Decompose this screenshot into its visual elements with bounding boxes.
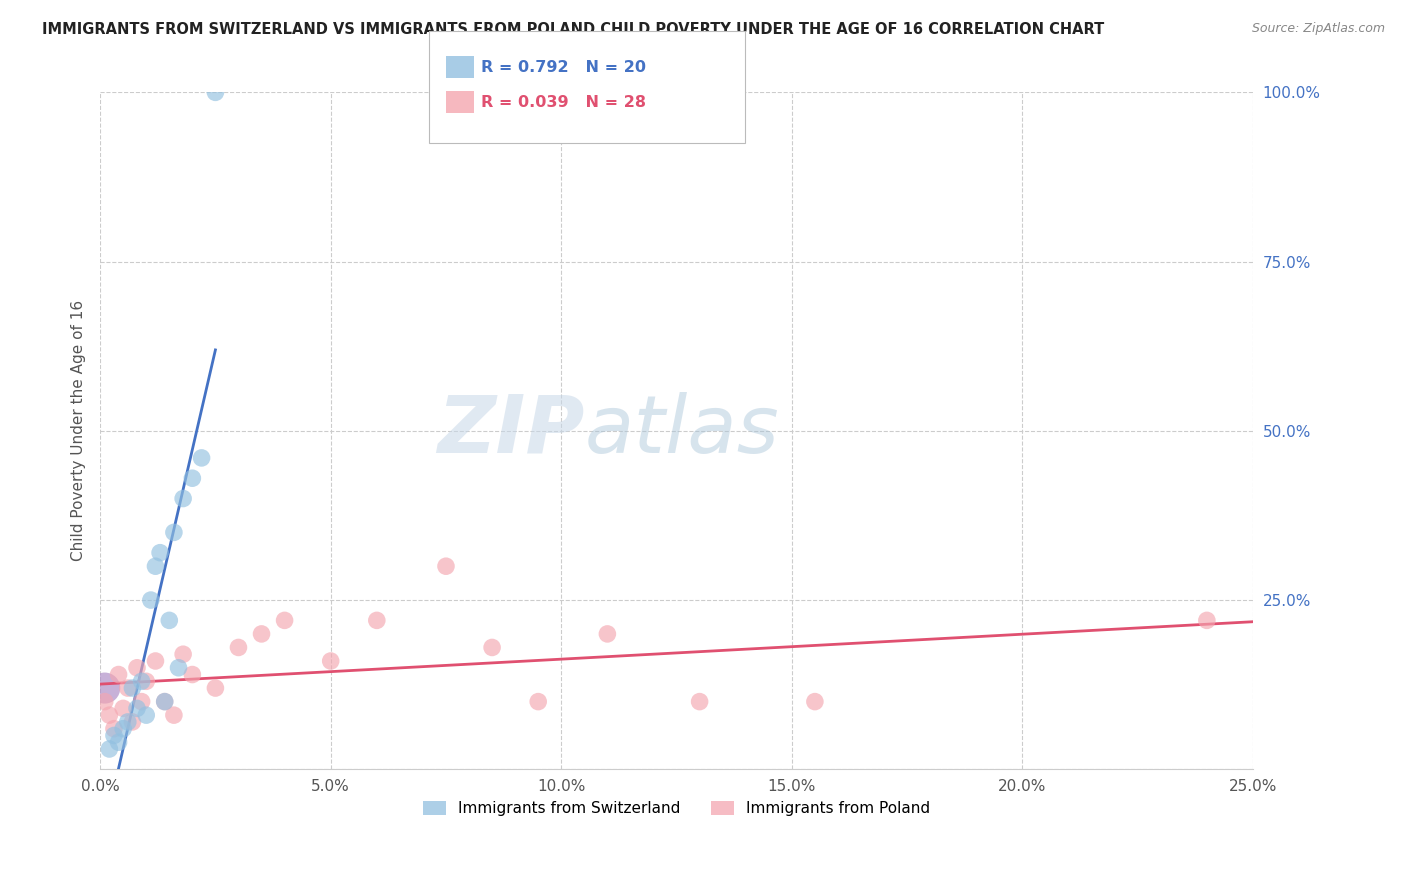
Point [131,674,153,689]
Point [112,722,135,736]
Point [125,701,148,715]
Point [157,613,180,627]
Point [163,525,186,540]
Point [204,86,226,100]
Point [190,450,212,465]
Point [1195,613,1218,627]
Point [121,714,143,729]
Point [107,667,129,681]
Point [434,559,457,574]
Point [93,681,115,695]
Point [319,654,342,668]
Point [135,708,157,723]
Text: ZIP: ZIP [437,392,585,470]
Point [527,695,550,709]
Text: R = 0.039   N = 28: R = 0.039 N = 28 [481,95,645,110]
Text: atlas: atlas [585,392,779,470]
Text: R = 0.792   N = 20: R = 0.792 N = 20 [481,61,645,75]
Point [103,729,125,743]
Point [273,613,295,627]
Point [135,674,157,689]
Point [145,559,167,574]
Text: Source: ZipAtlas.com: Source: ZipAtlas.com [1251,22,1385,36]
Point [163,708,186,723]
Point [153,695,176,709]
Point [228,640,250,655]
Point [107,735,129,749]
Point [153,695,176,709]
Point [117,714,139,729]
Point [481,640,503,655]
Point [804,695,827,709]
Point [366,613,388,627]
Point [145,654,167,668]
Point [250,627,273,641]
Point [98,742,121,756]
Point [125,661,148,675]
Point [103,722,125,736]
Point [596,627,619,641]
Point [112,701,135,715]
Point [93,695,115,709]
Point [172,647,194,661]
Point [139,593,162,607]
Point [204,681,226,695]
Point [149,546,172,560]
Point [689,695,711,709]
Point [181,667,204,681]
Point [117,681,139,695]
Point [181,471,204,485]
Legend: Immigrants from Switzerland, Immigrants from Poland: Immigrants from Switzerland, Immigrants … [416,796,936,822]
Text: IMMIGRANTS FROM SWITZERLAND VS IMMIGRANTS FROM POLAND CHILD POVERTY UNDER THE AG: IMMIGRANTS FROM SWITZERLAND VS IMMIGRANT… [42,22,1105,37]
Point [98,708,121,723]
Point [131,695,153,709]
Point [121,681,143,695]
Point [172,491,194,506]
Y-axis label: Child Poverty Under the Age of 16: Child Poverty Under the Age of 16 [72,301,86,561]
Point [167,661,190,675]
